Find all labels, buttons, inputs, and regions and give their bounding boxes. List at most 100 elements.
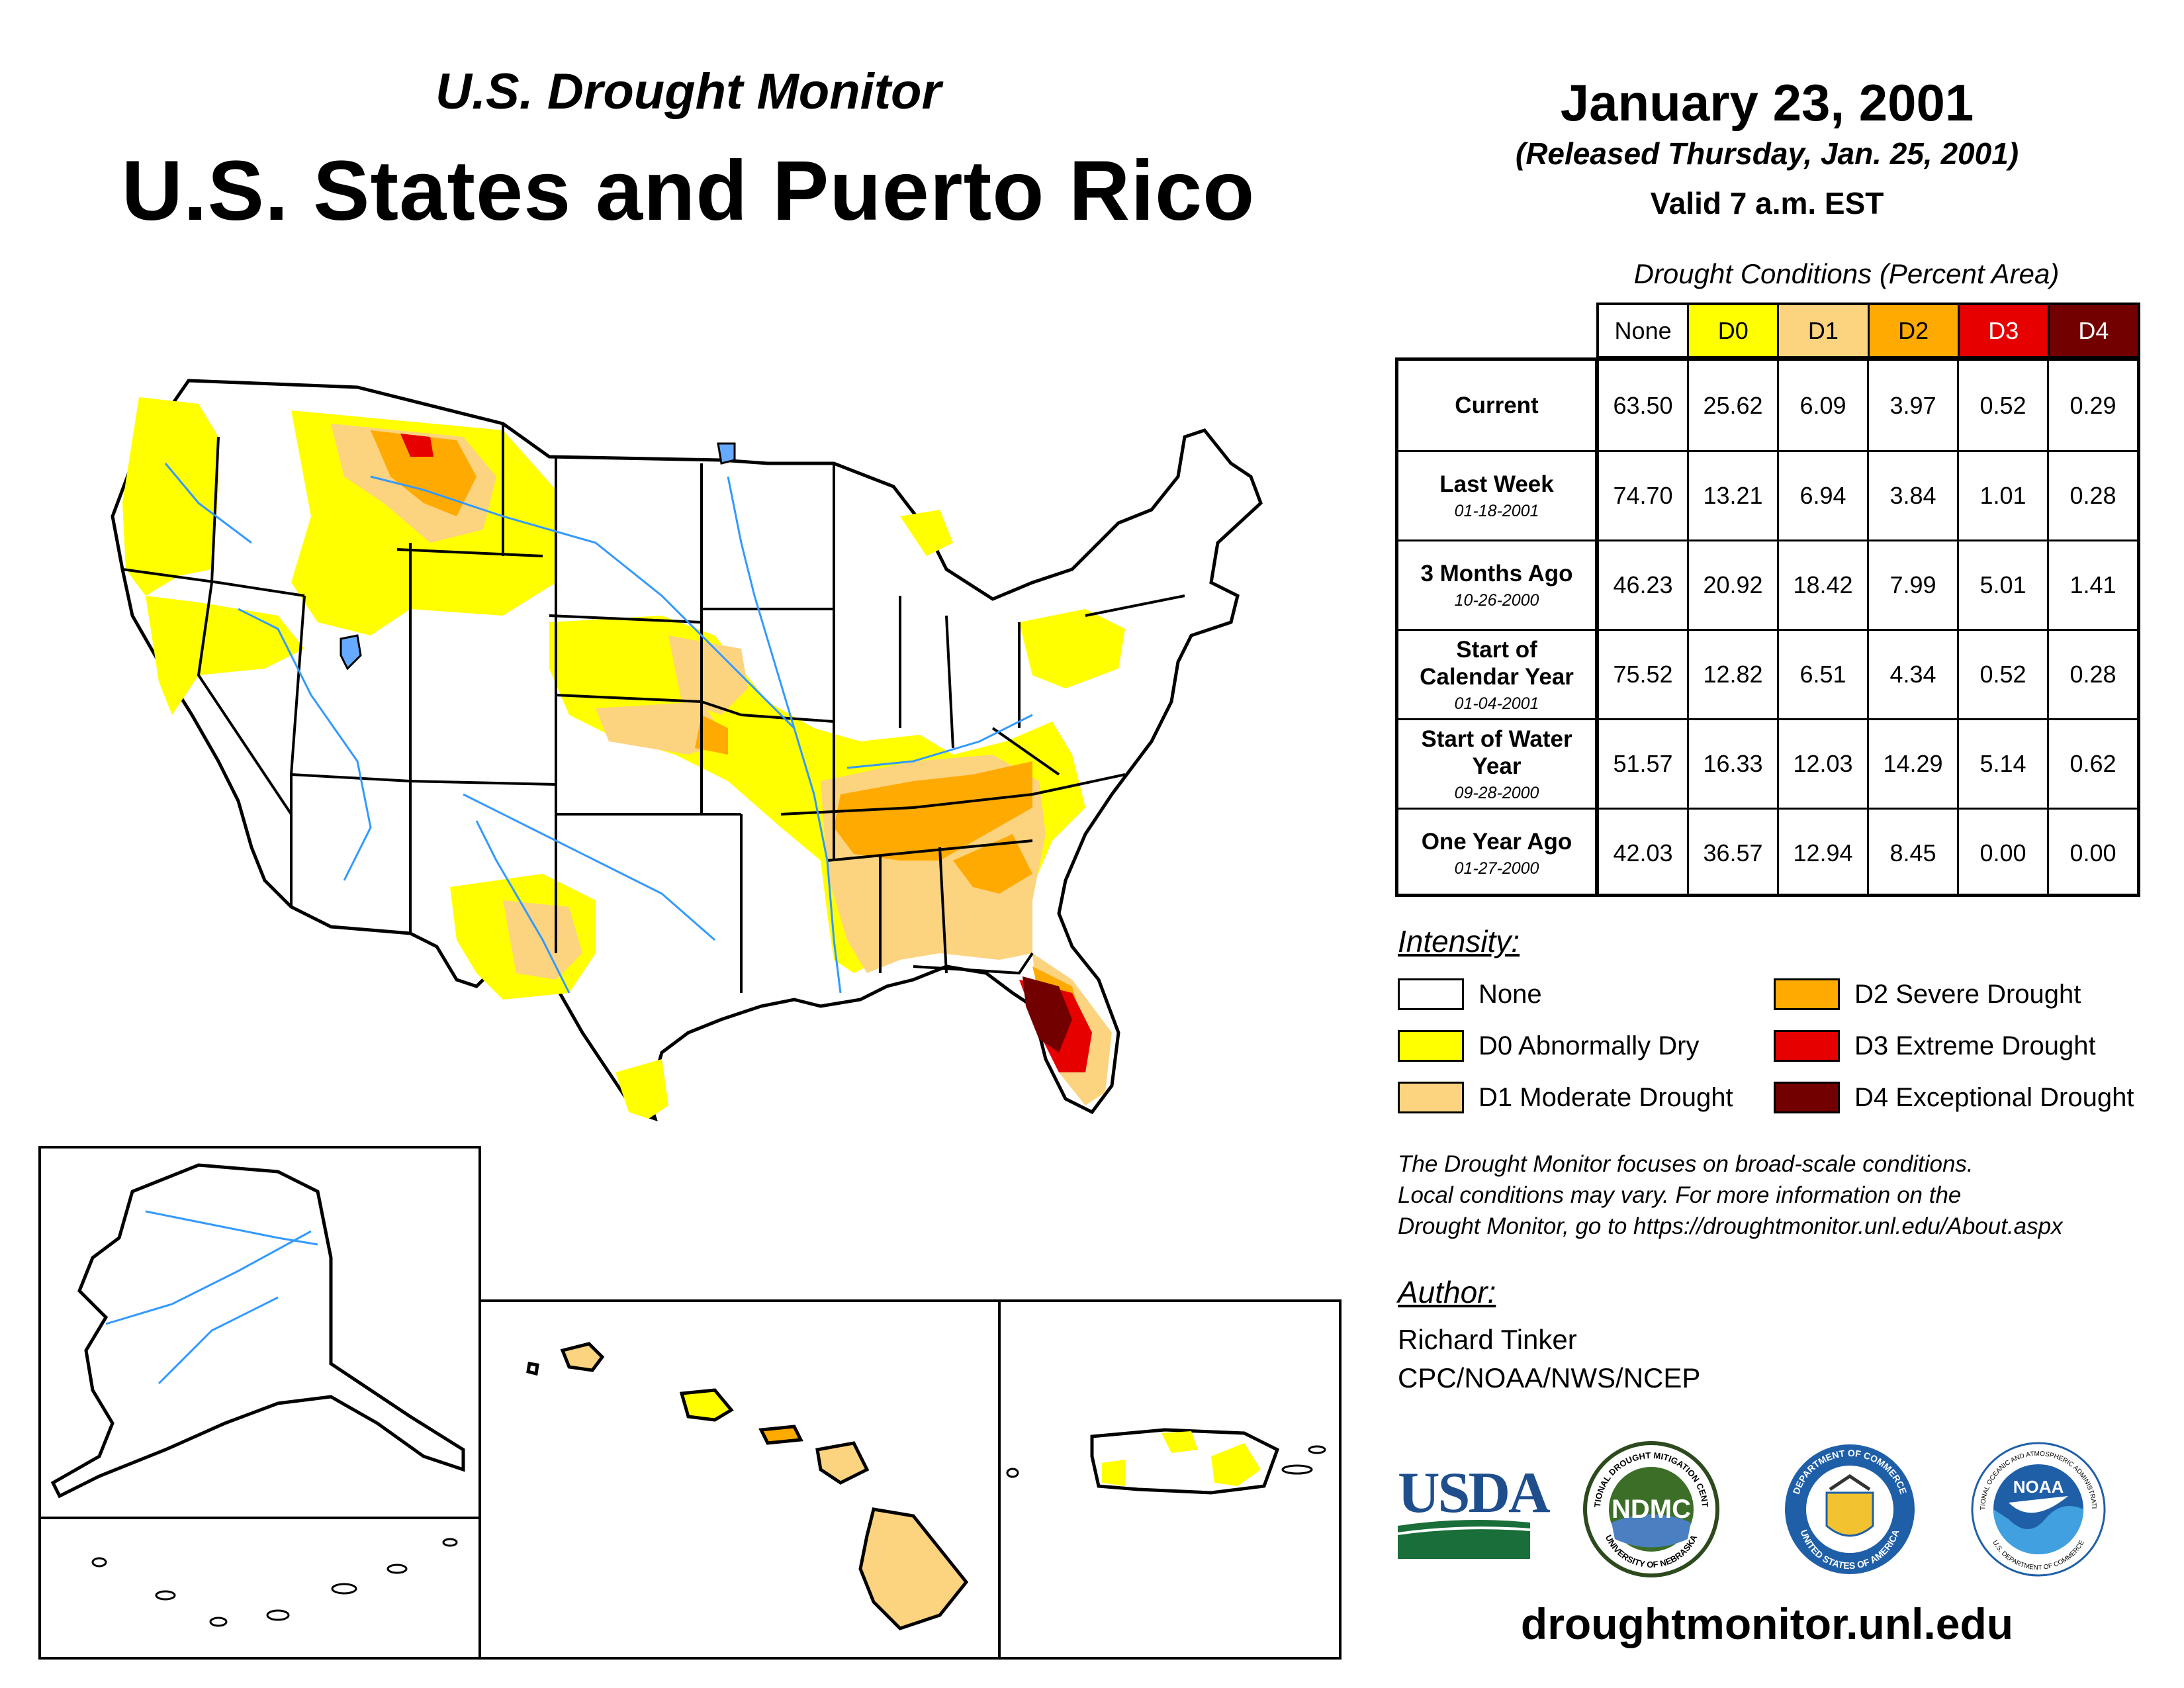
table-cell: 18.42	[1777, 541, 1867, 629]
table-cell: 12.03	[1777, 720, 1867, 808]
ndmc-logo: NDMC NATIONAL DROUGHT MITIGATION CENTER …	[1582, 1440, 1719, 1577]
usda-logo-text: USDA	[1398, 1461, 1551, 1525]
note-line-1: The Drought Monitor focuses on broad-sca…	[1398, 1151, 1974, 1177]
website-url: droughtmonitor.unl.edu	[1520, 1599, 2014, 1648]
row-label-date: 01-18-2001	[1454, 502, 1539, 520]
table-cell: 1.41	[2047, 541, 2137, 629]
table-cell: 4.34	[1867, 631, 1957, 718]
table-cell: 0.00	[1957, 810, 2047, 897]
table-cell: 75.52	[1597, 631, 1687, 718]
row-label-text: Start of Water Year	[1421, 726, 1572, 779]
usda-logo: USDA	[1398, 1460, 1551, 1559]
legend-item: None	[1398, 978, 1542, 1010]
legend-swatch	[1774, 978, 1840, 1010]
col-header-d1: D1	[1777, 305, 1868, 356]
table-cell: 0.29	[2047, 361, 2137, 450]
table-cell: 46.23	[1597, 541, 1687, 629]
legend-swatch	[1398, 978, 1464, 1010]
legend-label: D1 Moderate Drought	[1479, 1082, 1733, 1112]
row-label-text: Current	[1455, 393, 1539, 418]
table-cell: 5.01	[1957, 541, 2047, 629]
valid-time: Valid 7 a.m. EST	[1650, 186, 1884, 220]
puerto-rico-islets	[1006, 1445, 1326, 1478]
page-title: U.S. States and Puerto Rico	[121, 144, 1255, 238]
row-label-text: Last Week	[1439, 471, 1554, 497]
table-cell: 74.70	[1597, 452, 1687, 539]
rivers	[164, 463, 1033, 994]
table-row: 3 Months Ago 10-26-2000 46.23 20.92 18.42 7.9…	[1398, 539, 2137, 629]
author-name: Richard Tinker	[1398, 1324, 1577, 1355]
note-line-3: Drought Monitor, go to https://droughtmo…	[1398, 1213, 2063, 1239]
state-boundaries	[122, 424, 1185, 993]
table-cell: 0.52	[1957, 361, 2047, 450]
row-label: Last Week 01-18-2001	[1398, 452, 1597, 539]
col-header-d2: D2	[1867, 305, 1958, 356]
table-cell: 0.28	[2047, 452, 2137, 539]
table-cell: 0.52	[1957, 631, 2047, 718]
table-cell: 7.99	[1867, 541, 1957, 629]
aleutian-islands	[91, 1538, 458, 1627]
author-heading: Author:	[1398, 1275, 1496, 1309]
table-row: Last Week 01-18-2001 74.70 13.21 6.94 3.84 1.0…	[1398, 450, 2137, 539]
row-label: Start of Water Year 09-28-2000	[1398, 720, 1597, 808]
hawaii-islands	[526, 1342, 969, 1630]
legend-item: D3 Extreme Drought	[1774, 1030, 2096, 1062]
lakes	[340, 442, 736, 671]
table-cell: 14.29	[1867, 720, 1957, 808]
col-header-d4: D4	[2047, 305, 2138, 356]
table-row: Current 63.50 25.62 6.09 3.97 0.52 0.29	[1398, 361, 2137, 450]
row-label: 3 Months Ago 10-26-2000	[1398, 541, 1597, 629]
table-cell: 0.00	[2047, 810, 2137, 897]
note-line-2: Local conditions may vary. For more info…	[1398, 1182, 1962, 1208]
col-header-d0: D0	[1687, 305, 1778, 356]
noaa-logo: NOAA NATIONAL OCEANIC AND ATMOSPHERIC AD…	[1969, 1440, 2106, 1577]
legend-swatch	[1398, 1082, 1464, 1113]
table-cell: 36.57	[1687, 810, 1777, 897]
legend-item: D2 Severe Drought	[1774, 978, 2081, 1010]
drought-stats-table: Current 63.50 25.62 6.09 3.97 0.52 0.29 Last We…	[1395, 357, 2140, 897]
table-cell: 42.03	[1597, 810, 1687, 897]
table-cell: 6.51	[1777, 631, 1867, 718]
row-label-date: 01-27-2000	[1454, 859, 1539, 878]
table-cell: 0.62	[2047, 720, 2137, 808]
table-cell: 20.92	[1687, 541, 1777, 629]
alaska-shape	[50, 1163, 465, 1499]
disclaimer-note: The Drought Monitor focuses on broad-sca…	[1398, 1149, 2159, 1242]
legend-label: D2 Severe Drought	[1854, 979, 2081, 1009]
row-label: Start of Calendar Year 01-04-2001	[1398, 631, 1597, 718]
table-row: One Year Ago 01-27-2000 42.03 36.57 12.94 8.4…	[1398, 808, 2137, 897]
map-date: January 23, 2001	[1560, 73, 1974, 132]
legend-label: D3 Extreme Drought	[1854, 1031, 2096, 1060]
table-cell: 3.97	[1867, 361, 1957, 450]
table-cell: 13.21	[1687, 452, 1777, 539]
row-label-text: One Year Ago	[1421, 829, 1572, 855]
legend-item: D0 Abnormally Dry	[1398, 1030, 1699, 1062]
table-cell: 63.50	[1597, 361, 1687, 450]
release-date: (Released Thursday, Jan. 25, 2001)	[1515, 136, 2019, 171]
commerce-logo: DEPARTMENT OF COMMERCE UNITED STATES OF …	[1782, 1442, 1917, 1577]
aleutian-inset-frame	[38, 1517, 481, 1660]
row-label: One Year Ago 01-27-2000	[1398, 810, 1597, 897]
table-cell: 12.94	[1777, 810, 1867, 897]
row-label-date: 01-04-2001	[1454, 694, 1539, 713]
row-label: Current	[1398, 361, 1597, 450]
table-cell: 12.82	[1687, 631, 1777, 718]
ndmc-logo-text: NDMC	[1612, 1495, 1691, 1524]
noaa-logo-text: NOAA	[2013, 1477, 2064, 1497]
author-org: CPC/NOAA/NWS/NCEP	[1398, 1362, 1701, 1393]
puerto-rico-d0	[1102, 1431, 1261, 1486]
legend-swatch	[1398, 1030, 1464, 1062]
usda-logo-swoosh	[1398, 1520, 1530, 1559]
row-label-date: 09-28-2000	[1454, 783, 1539, 802]
table-cell: 6.09	[1777, 361, 1867, 450]
table-cell: 3.84	[1867, 452, 1957, 539]
legend-swatch	[1774, 1082, 1840, 1113]
table-cell: 16.33	[1687, 720, 1777, 808]
table-row: Start of Calendar Year 01-04-2001 75.52 12.…	[1398, 629, 2137, 718]
table-caption: Drought Conditions (Percent Area)	[1633, 258, 2060, 289]
legend-label: None	[1479, 979, 1542, 1009]
row-label-text: Start of Calendar Year	[1420, 636, 1574, 690]
table-cell: 5.14	[1957, 720, 2047, 808]
alaska-rivers	[105, 1210, 318, 1385]
col-header-d3: D3	[1957, 305, 2048, 356]
